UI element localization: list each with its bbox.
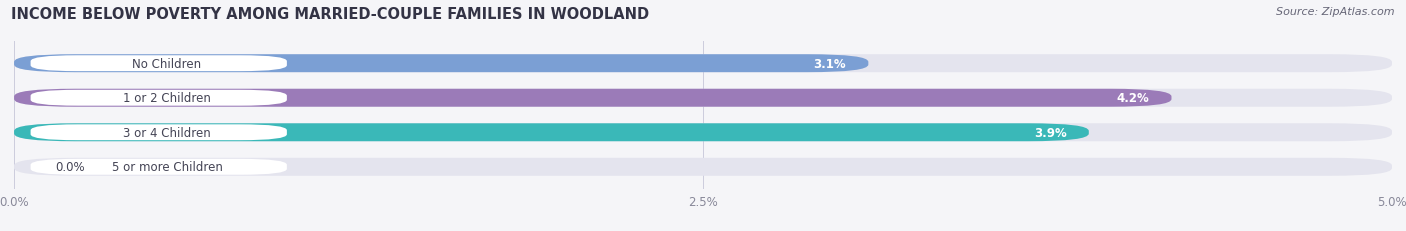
- Text: INCOME BELOW POVERTY AMONG MARRIED-COUPLE FAMILIES IN WOODLAND: INCOME BELOW POVERTY AMONG MARRIED-COUPL…: [11, 7, 650, 22]
- FancyBboxPatch shape: [31, 159, 287, 175]
- Text: 3 or 4 Children: 3 or 4 Children: [124, 126, 211, 139]
- FancyBboxPatch shape: [14, 89, 1392, 107]
- FancyBboxPatch shape: [14, 124, 1392, 142]
- Text: 4.2%: 4.2%: [1116, 92, 1150, 105]
- FancyBboxPatch shape: [14, 124, 1088, 142]
- Text: 3.9%: 3.9%: [1033, 126, 1067, 139]
- Text: No Children: No Children: [132, 58, 201, 70]
- Text: 3.1%: 3.1%: [814, 58, 846, 70]
- Text: Source: ZipAtlas.com: Source: ZipAtlas.com: [1277, 7, 1395, 17]
- FancyBboxPatch shape: [14, 55, 869, 73]
- FancyBboxPatch shape: [31, 125, 287, 141]
- Text: 0.0%: 0.0%: [55, 161, 84, 173]
- FancyBboxPatch shape: [31, 90, 287, 106]
- FancyBboxPatch shape: [14, 55, 1392, 73]
- Text: 1 or 2 Children: 1 or 2 Children: [124, 92, 211, 105]
- FancyBboxPatch shape: [31, 56, 287, 72]
- FancyBboxPatch shape: [14, 89, 1171, 107]
- FancyBboxPatch shape: [14, 158, 1392, 176]
- Text: 5 or more Children: 5 or more Children: [111, 161, 222, 173]
